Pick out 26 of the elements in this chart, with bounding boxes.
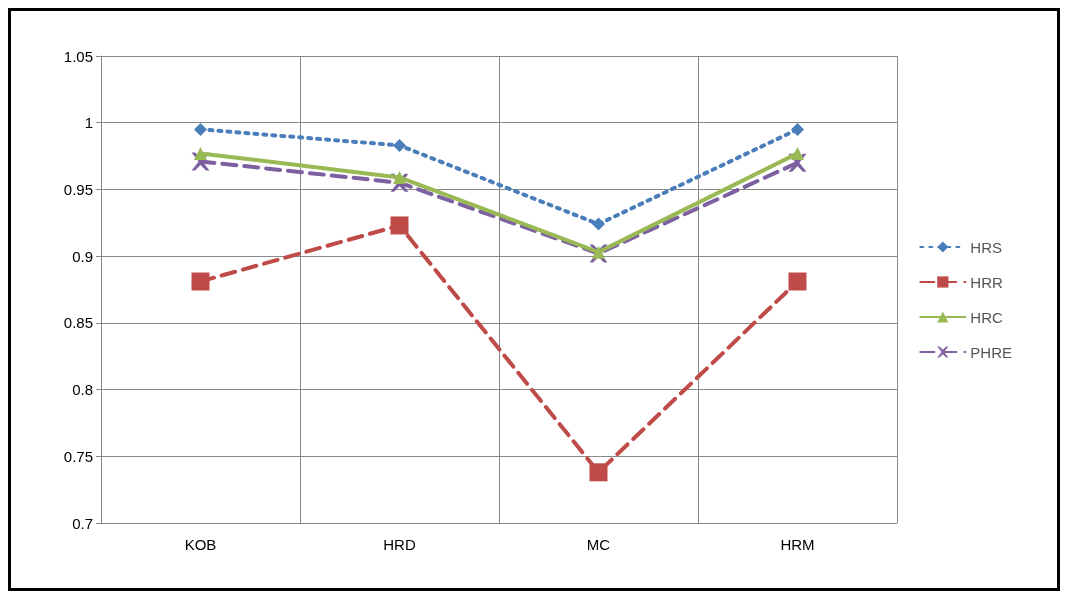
point bbox=[194, 146, 207, 160]
point bbox=[791, 122, 804, 136]
point bbox=[393, 138, 406, 152]
point bbox=[592, 217, 605, 231]
y-tick-label: 0.85 bbox=[63, 314, 93, 332]
point bbox=[194, 122, 207, 136]
y-tick-label: 1 bbox=[84, 114, 93, 132]
legend-label: PHRE bbox=[970, 343, 1013, 361]
y-tick-label: 0.7 bbox=[72, 514, 93, 532]
point bbox=[589, 463, 608, 482]
legend-label: HRS bbox=[970, 238, 1002, 256]
point bbox=[788, 272, 807, 291]
point bbox=[390, 216, 409, 235]
y-tick-label: 0.75 bbox=[63, 447, 93, 465]
x-tick-label: HRM bbox=[780, 536, 815, 553]
x-tick-label: KOB bbox=[184, 536, 217, 553]
y-tick-label: 1.05 bbox=[63, 47, 93, 65]
legend-label: HRR bbox=[970, 273, 1003, 291]
point bbox=[191, 272, 210, 291]
point bbox=[791, 146, 804, 160]
y-tick-label: 0.8 bbox=[72, 381, 93, 399]
y-tick-label: 0.9 bbox=[72, 247, 93, 265]
x-tick-label: MC bbox=[586, 536, 611, 553]
legend-label: HRC bbox=[970, 308, 1003, 326]
x-tick-label: HRD bbox=[383, 536, 416, 553]
y-tick-label: 0.95 bbox=[63, 180, 93, 198]
